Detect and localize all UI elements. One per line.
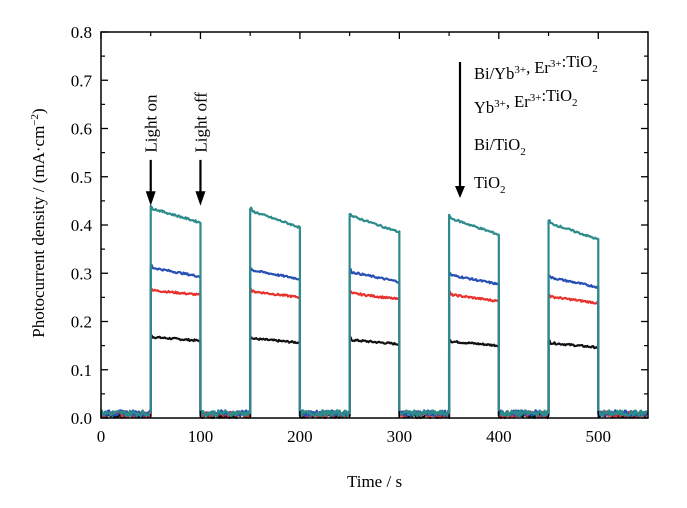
series-line: [100, 263, 648, 418]
y-tick-label: 0.5: [71, 168, 92, 187]
x-tick-label: 0: [97, 427, 106, 446]
annotation-label: Light off: [191, 92, 210, 153]
series-line: [100, 333, 649, 420]
y-tick-label: 0.4: [71, 216, 93, 235]
x-tick-label: 300: [387, 427, 413, 446]
series-group: [99, 204, 649, 420]
y-tick-label: 0.3: [71, 264, 92, 283]
tick-group: 0 100 200 300 400 500 0.0 0.1 0.2 0.3 0.4 0.5 0.6 0.7…: [71, 23, 648, 446]
annotation-arrow-head: [195, 191, 206, 206]
legend-entry: Bi/Yb3+, Er3+:TiO2: [474, 52, 598, 83]
y-tick-label: 0.2: [71, 313, 92, 332]
legend-entry: TiO2: [474, 173, 506, 196]
y-tick-label: 0.0: [71, 409, 92, 428]
x-tick-label: 100: [188, 427, 214, 446]
y-tick-label: 0.6: [71, 120, 92, 139]
annotation-arrow-head: [145, 191, 156, 206]
y-tick-label: 0.7: [71, 71, 93, 90]
x-tick-label: 400: [486, 427, 512, 446]
annotation-group: Light on Light off: [142, 92, 210, 206]
x-tick-label: 200: [287, 427, 313, 446]
annotation-label: Light on: [142, 94, 161, 153]
series-line: [99, 204, 648, 418]
legend-entry: Yb3+, Er3+:TiO2: [474, 86, 578, 117]
x-tick-label: 500: [586, 427, 612, 446]
y-axis-label: Photocurrent density / (mA·cm−2): [29, 108, 48, 337]
legend-entry: Bi/TiO2: [474, 135, 526, 158]
y-tick-label: 0.1: [71, 361, 92, 380]
series-line: [100, 286, 648, 419]
x-axis-label: Time / s: [347, 472, 402, 491]
y-tick-label: 0.8: [71, 23, 92, 42]
legend-arrow-head: [455, 186, 465, 198]
